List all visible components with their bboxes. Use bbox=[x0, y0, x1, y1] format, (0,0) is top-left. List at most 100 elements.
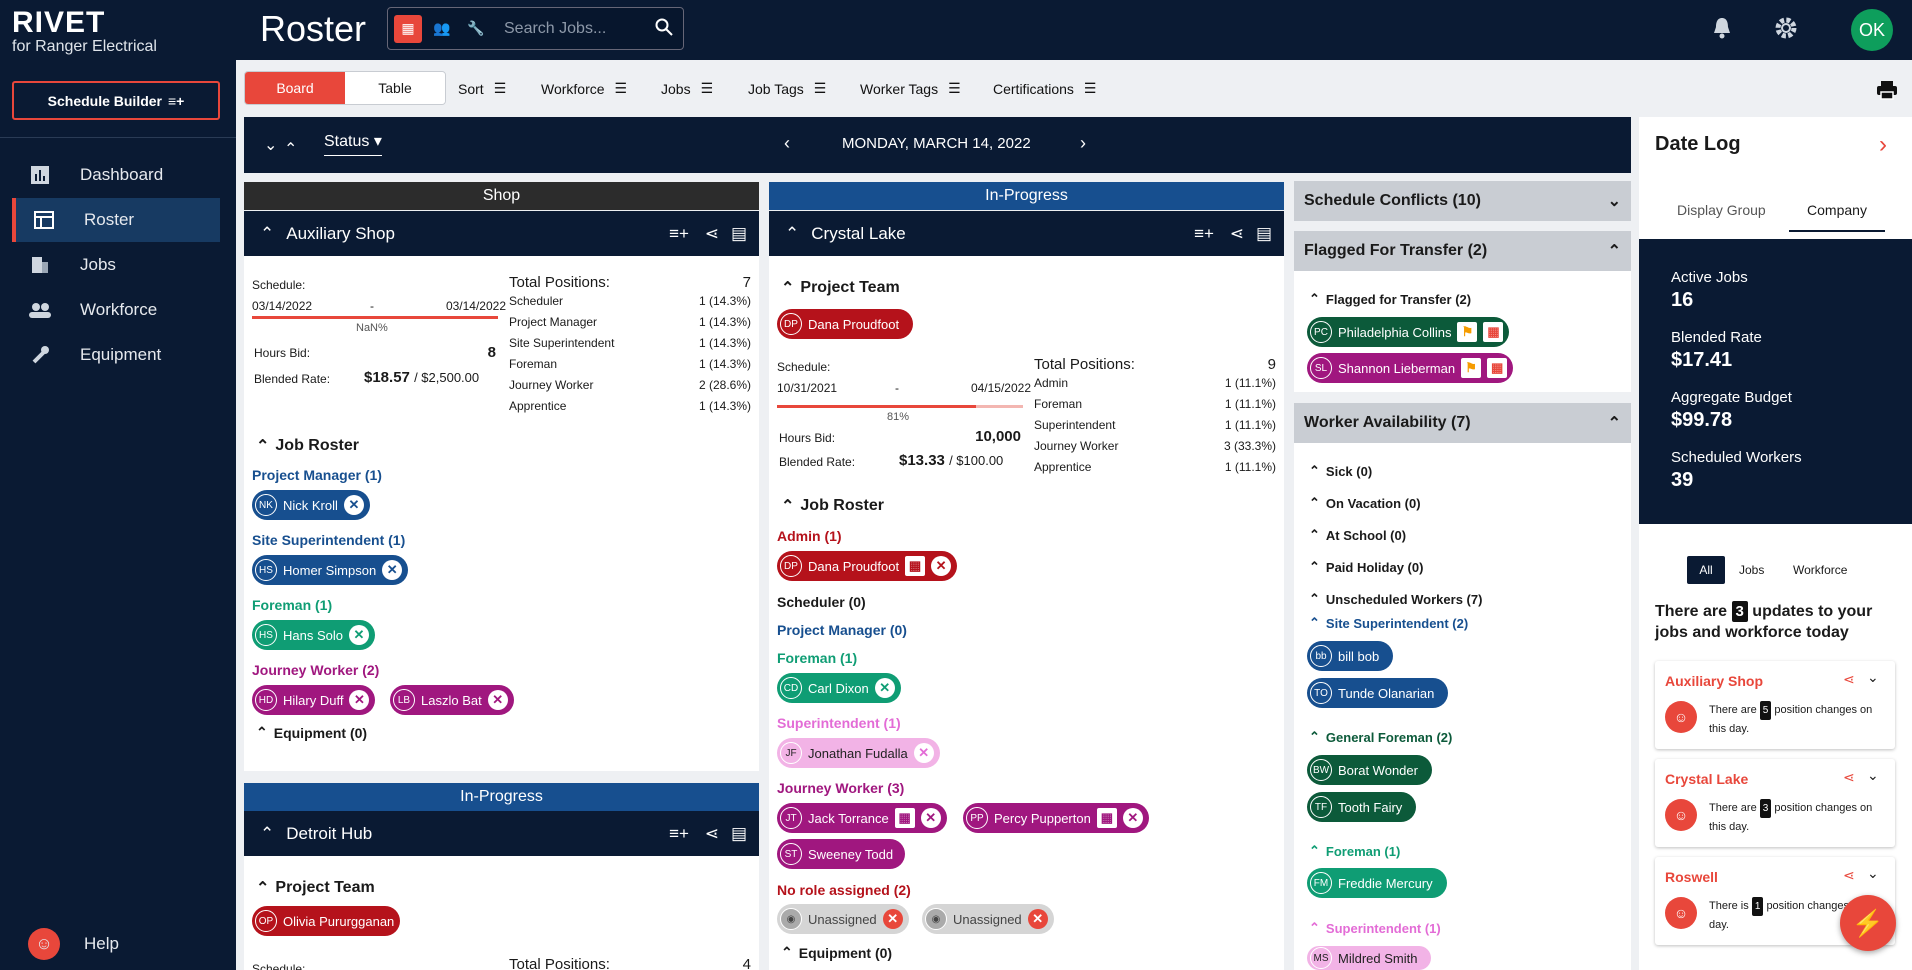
calendar-icon[interactable]: ▦ bbox=[894, 808, 915, 828]
worker-chip[interactable]: LB Laszlo Bat ✕ bbox=[390, 685, 514, 715]
wrench-filter-icon[interactable]: 🔧 bbox=[467, 20, 485, 36]
worker-chip[interactable]: ST Sweeney Todd bbox=[777, 839, 906, 869]
update-card[interactable]: Auxiliary Shop ⋖ ⌄ ☺ There are 5 position… bbox=[1655, 661, 1895, 749]
print-icon[interactable] bbox=[1876, 80, 1898, 100]
playlist-add-icon[interactable]: ≡+ bbox=[1194, 223, 1214, 243]
worker-availability-header[interactable]: Worker Availability (7) ⌃ bbox=[1294, 403, 1631, 443]
chevron-down-icon[interactable]: ⌄ bbox=[1867, 767, 1879, 783]
expand-all-icon[interactable]: ⌃ bbox=[284, 141, 298, 158]
chevron-right-icon[interactable]: › bbox=[1879, 131, 1887, 158]
worker-chip[interactable]: ◉ Unassigned ✕ bbox=[922, 904, 1054, 934]
worker-chip[interactable]: JF Jonathan Fudalla ✕ bbox=[777, 738, 940, 768]
equipment-section[interactable]: ⌃ Equipment (0) bbox=[781, 944, 893, 961]
worker-chip[interactable]: PP Percy Pupperton ▦ ✕ bbox=[963, 803, 1149, 833]
worker-chip[interactable]: JT Jack Torrance ▦ ✕ bbox=[777, 803, 947, 833]
share-icon[interactable]: ⋖ bbox=[704, 823, 719, 843]
collapse-icon[interactable]: ⌃ bbox=[785, 223, 800, 243]
filter-workforce-button[interactable]: Workforce bbox=[1793, 563, 1848, 577]
remove-icon[interactable]: ✕ bbox=[1027, 909, 1048, 929]
job-card-header[interactable]: ⌃ Crystal Lake ≡+ ⋖ ▤ bbox=[769, 211, 1284, 256]
sidebar-item-dashboard[interactable]: Dashboard bbox=[12, 153, 220, 197]
certifications-filter[interactable]: Certifications ☰ bbox=[993, 80, 1096, 97]
sidebar-item-jobs[interactable]: Jobs bbox=[12, 243, 220, 287]
update-job[interactable]: Crystal Lake bbox=[1665, 771, 1749, 787]
playlist-add-icon[interactable]: ≡+ bbox=[669, 223, 689, 243]
calendar-icon[interactable]: ▦ bbox=[1096, 808, 1117, 828]
sidebar-item-equipment[interactable]: Equipment bbox=[12, 333, 220, 377]
project-team-title[interactable]: ⌃ Project Team bbox=[781, 279, 900, 297]
chevron-down-icon[interactable]: ⌄ bbox=[1867, 865, 1879, 881]
worker-chip[interactable]: bb bill bob bbox=[1307, 641, 1394, 671]
user-avatar[interactable]: OK bbox=[1851, 9, 1893, 51]
board-view-button[interactable]: Board bbox=[245, 72, 345, 104]
worker-chip[interactable]: BW Borat Wonder bbox=[1307, 755, 1432, 785]
worker-chip[interactable]: HS Homer Simpson ✕ bbox=[252, 555, 409, 585]
role-superintendent[interactable]: ⌃ Superintendent (1) bbox=[1309, 920, 1441, 936]
help-link[interactable]: ☺ Help bbox=[28, 928, 119, 960]
search-bar[interactable]: ▦ 👥 🔧 Search Jobs... bbox=[387, 7, 684, 50]
share-icon[interactable]: ⋖ bbox=[1843, 769, 1855, 785]
worker-chip[interactable]: HS Hans Solo ✕ bbox=[252, 620, 375, 650]
share-icon[interactable]: ⋖ bbox=[1843, 867, 1855, 883]
comment-icon[interactable]: ▤ bbox=[1255, 223, 1272, 243]
jobs-filter-icon[interactable]: ▦ bbox=[394, 14, 422, 43]
holiday-group[interactable]: ⌃ Paid Holiday (0) bbox=[1309, 559, 1424, 575]
schedule-conflicts-header[interactable]: Schedule Conflicts (10) ⌄ bbox=[1294, 181, 1631, 221]
job-card-header[interactable]: ⌃ Detroit Hub ≡+ ⋖ ▤ bbox=[244, 811, 759, 856]
workforce-filter[interactable]: Workforce ☰ bbox=[541, 80, 627, 97]
worker-chip[interactable]: PC Philadelphia Collins ⚑ ▦ bbox=[1307, 317, 1510, 347]
unscheduled-group[interactable]: ⌃ Unscheduled Workers (7) bbox=[1309, 591, 1483, 607]
remove-icon[interactable]: ✕ bbox=[1122, 808, 1143, 828]
worker-chip[interactable]: ◉ Unassigned ✕ bbox=[777, 904, 909, 934]
worker-chip[interactable]: HD Hilary Duff ✕ bbox=[252, 685, 376, 715]
prev-date-icon[interactable]: ‹ bbox=[784, 133, 790, 153]
remove-icon[interactable]: ✕ bbox=[931, 556, 952, 576]
status-dropdown[interactable]: Status ▾ bbox=[324, 131, 382, 156]
remove-icon[interactable]: ✕ bbox=[920, 808, 941, 828]
sick-group[interactable]: ⌃ Sick (0) bbox=[1309, 463, 1373, 479]
remove-icon[interactable]: ✕ bbox=[874, 678, 895, 698]
remove-icon[interactable]: ✕ bbox=[882, 909, 903, 929]
job-roster-title[interactable]: ⌃ Job Roster bbox=[256, 437, 359, 455]
worker-chip[interactable]: DP Dana Proudfoot bbox=[777, 309, 914, 339]
remove-icon[interactable]: ✕ bbox=[343, 495, 364, 515]
worker-chip[interactable]: TO Tunde Olanarian bbox=[1307, 678, 1449, 708]
sidebar-item-roster[interactable]: Roster bbox=[12, 198, 220, 242]
job-roster-title[interactable]: ⌃ Job Roster bbox=[781, 497, 884, 515]
playlist-add-icon[interactable]: ≡+ bbox=[669, 823, 689, 843]
job-card-header[interactable]: ⌃ Auxiliary Shop ≡+ ⋖ ▤ bbox=[244, 211, 759, 256]
filter-jobs-button[interactable]: Jobs bbox=[1739, 563, 1765, 577]
tab-display-group[interactable]: Display Group bbox=[1677, 202, 1766, 218]
comment-icon[interactable]: ▤ bbox=[730, 223, 747, 243]
people-filter-icon[interactable]: 👥 bbox=[433, 20, 451, 36]
vacation-group[interactable]: ⌃ On Vacation (0) bbox=[1309, 495, 1421, 511]
remove-icon[interactable]: ✕ bbox=[348, 625, 369, 645]
bell-icon[interactable] bbox=[1712, 16, 1732, 43]
remove-icon[interactable]: ✕ bbox=[487, 690, 508, 710]
worker-chip[interactable]: SL Shannon Lieberman ⚑ ▦ bbox=[1307, 353, 1514, 383]
role-site-superintendent[interactable]: ⌃ Site Superintendent (2) bbox=[1309, 615, 1469, 631]
worker-chip[interactable]: NK Nick Kroll ✕ bbox=[252, 490, 370, 520]
remove-icon[interactable]: ✕ bbox=[382, 560, 403, 580]
lightning-fab-icon[interactable]: ⚡ bbox=[1840, 895, 1896, 951]
role-general-foreman[interactable]: ⌃ General Foreman (2) bbox=[1309, 729, 1453, 745]
worker-chip[interactable]: FM Freddie Mercury bbox=[1307, 868, 1447, 898]
jobs-filter[interactable]: Jobs ☰ bbox=[661, 80, 713, 97]
worker-chip[interactable]: MS Mildred Smith bbox=[1307, 946, 1432, 970]
share-icon[interactable]: ⋖ bbox=[1843, 671, 1855, 687]
search-icon[interactable] bbox=[655, 18, 673, 39]
job-tags-filter[interactable]: Job Tags ☰ bbox=[748, 80, 826, 97]
worker-chip[interactable]: OP Olivia Pururgganan bbox=[252, 906, 401, 936]
update-job[interactable]: Roswell bbox=[1665, 869, 1718, 885]
worker-tags-filter[interactable]: Worker Tags ☰ bbox=[860, 80, 961, 97]
remove-icon[interactable]: ✕ bbox=[913, 743, 934, 763]
gear-icon[interactable] bbox=[1774, 16, 1798, 43]
chevron-down-icon[interactable]: ⌄ bbox=[1867, 669, 1879, 685]
school-group[interactable]: ⌃ At School (0) bbox=[1309, 527, 1407, 543]
flagged-sub-header[interactable]: ⌃ Flagged for Transfer (2) bbox=[1309, 291, 1472, 307]
flagged-transfer-header[interactable]: Flagged For Transfer (2) ⌃ bbox=[1294, 231, 1631, 271]
table-view-button[interactable]: Table bbox=[345, 72, 445, 104]
comment-icon[interactable]: ▤ bbox=[730, 823, 747, 843]
next-date-icon[interactable]: › bbox=[1080, 133, 1086, 153]
collapse-all-icon[interactable]: ⌄ bbox=[264, 137, 278, 154]
